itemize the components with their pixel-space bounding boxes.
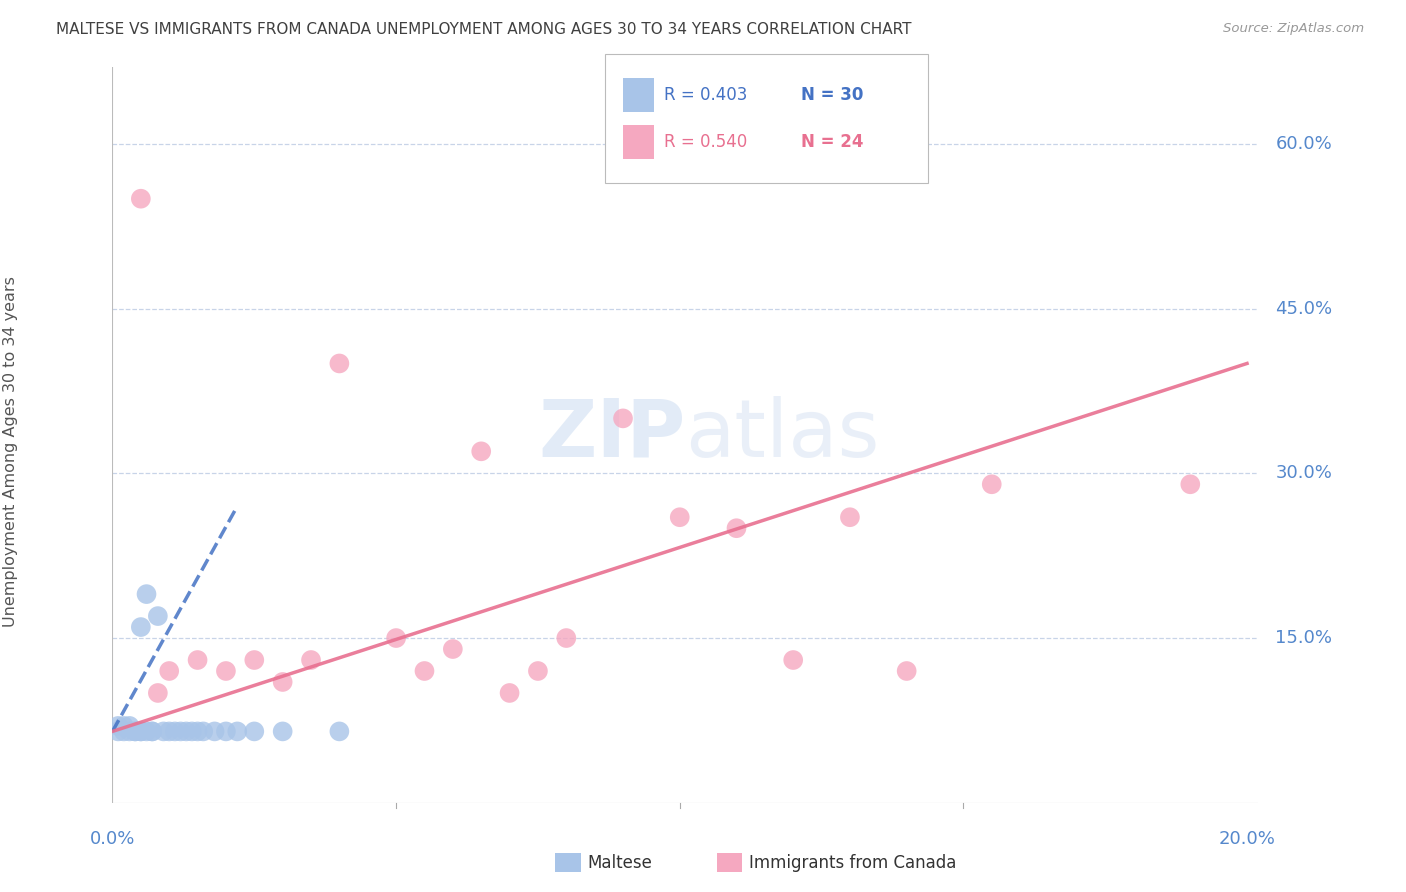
Point: [668, 510, 690, 524]
Point: [385, 631, 408, 645]
Point: [555, 631, 578, 645]
Point: [413, 664, 436, 678]
Point: [193, 724, 215, 739]
Point: [107, 719, 129, 733]
Text: atlas: atlas: [686, 396, 880, 474]
Point: [215, 724, 238, 739]
Text: 20.0%: 20.0%: [1219, 830, 1275, 848]
Point: [141, 724, 163, 739]
Point: [896, 664, 918, 678]
Point: [980, 477, 1002, 491]
Point: [169, 724, 191, 739]
Text: ZIP: ZIP: [538, 396, 686, 474]
Point: [498, 686, 520, 700]
Text: R = 0.403: R = 0.403: [664, 86, 747, 103]
Point: [243, 653, 266, 667]
Point: [174, 724, 197, 739]
Text: 45.0%: 45.0%: [1275, 300, 1333, 318]
Point: [146, 609, 169, 624]
Text: N = 24: N = 24: [801, 133, 863, 151]
Text: R = 0.540: R = 0.540: [664, 133, 747, 151]
Point: [204, 724, 226, 739]
Point: [157, 664, 180, 678]
Point: [118, 724, 141, 739]
Point: [152, 724, 174, 739]
Point: [470, 444, 492, 458]
Point: [163, 724, 186, 739]
Text: Immigrants from Canada: Immigrants from Canada: [749, 854, 956, 871]
Point: [187, 653, 209, 667]
Point: [226, 724, 249, 739]
Point: [328, 356, 350, 370]
Point: [112, 724, 135, 739]
Point: [328, 724, 350, 739]
Text: 60.0%: 60.0%: [1275, 135, 1331, 153]
Point: [107, 724, 129, 739]
Text: Unemployment Among Ages 30 to 34 years: Unemployment Among Ages 30 to 34 years: [3, 276, 18, 627]
Point: [1180, 477, 1202, 491]
Text: MALTESE VS IMMIGRANTS FROM CANADA UNEMPLOYMENT AMONG AGES 30 TO 34 YEARS CORRELA: MALTESE VS IMMIGRANTS FROM CANADA UNEMPL…: [56, 22, 911, 37]
Point: [527, 664, 550, 678]
Point: [299, 653, 322, 667]
Point: [157, 724, 180, 739]
Point: [271, 724, 294, 739]
Point: [187, 724, 209, 739]
Text: N = 30: N = 30: [801, 86, 863, 103]
Point: [839, 510, 862, 524]
Point: [243, 724, 266, 739]
Text: 30.0%: 30.0%: [1275, 465, 1333, 483]
Point: [124, 724, 146, 739]
Point: [124, 724, 146, 739]
Point: [135, 587, 157, 601]
Point: [129, 724, 152, 739]
Point: [180, 724, 202, 739]
Text: 15.0%: 15.0%: [1275, 629, 1333, 647]
Point: [118, 719, 141, 733]
Point: [112, 719, 135, 733]
Point: [725, 521, 748, 535]
Point: [782, 653, 804, 667]
Point: [141, 724, 163, 739]
Point: [129, 192, 152, 206]
Point: [129, 724, 152, 739]
Text: 0.0%: 0.0%: [90, 830, 135, 848]
Point: [271, 675, 294, 690]
Text: Maltese: Maltese: [588, 854, 652, 871]
Text: Source: ZipAtlas.com: Source: ZipAtlas.com: [1223, 22, 1364, 36]
Point: [129, 620, 152, 634]
Point: [441, 642, 464, 657]
Point: [135, 724, 157, 739]
Point: [146, 686, 169, 700]
Point: [612, 411, 634, 425]
Point: [215, 664, 238, 678]
